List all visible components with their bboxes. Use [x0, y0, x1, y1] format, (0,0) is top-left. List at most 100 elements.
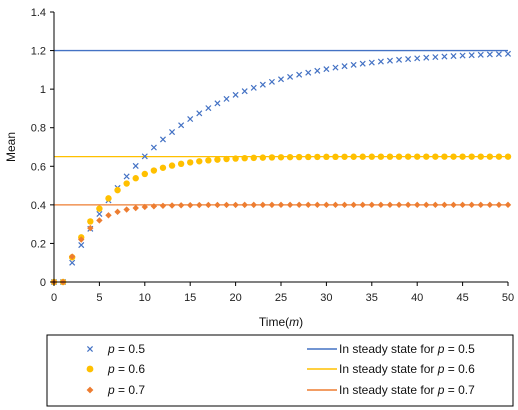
axes: [50, 11, 509, 286]
data-point: [396, 56, 403, 63]
data-point: [169, 129, 176, 136]
data-point: [159, 202, 167, 210]
x-tick-label: 10: [139, 292, 151, 304]
data-point: [214, 201, 221, 209]
data-point: [468, 201, 475, 209]
legend-marker-3: [86, 386, 94, 394]
data-point: [486, 153, 494, 160]
data-point: [350, 153, 357, 160]
data-point: [68, 253, 76, 260]
data-point: [459, 201, 466, 209]
data-point: [168, 202, 176, 209]
data-point: [296, 71, 303, 78]
data-point: [495, 201, 503, 209]
data-point: [504, 50, 512, 57]
data-point: [323, 153, 330, 161]
x-tick-label: 45: [456, 292, 468, 304]
data-point: [450, 53, 457, 60]
data-point: [132, 175, 139, 182]
data-point: [441, 153, 448, 160]
data-point: [350, 61, 357, 68]
data-point: [295, 153, 303, 161]
legend-label-2: p = 0.6: [107, 362, 145, 376]
y-tick-label: 1.4: [31, 7, 46, 19]
data-point: [377, 58, 384, 65]
data-point: [141, 203, 148, 211]
data-point: [78, 242, 85, 249]
data-point: [268, 78, 275, 85]
data-point: [504, 153, 512, 160]
data-point: [423, 153, 430, 160]
data-point: [305, 153, 312, 161]
series-2: [50, 153, 512, 286]
data-point: [341, 153, 348, 160]
x-tick-label: 40: [411, 292, 423, 304]
data-point: [141, 170, 148, 178]
data-point: [441, 201, 448, 209]
legend-steady-label-2: In steady state for p = 0.6: [339, 362, 475, 376]
data-point: [441, 53, 448, 60]
legend: p = 0.5 p = 0.6 p = 0.7 In steady state for…: [46, 334, 514, 407]
data-point: [432, 153, 439, 160]
data-point: [177, 202, 185, 209]
data-point: [250, 154, 257, 162]
data-point: [232, 201, 239, 209]
data-point: [350, 201, 357, 209]
legend-marker-2: [86, 365, 94, 373]
data-point: [423, 54, 430, 61]
data-point: [241, 154, 248, 162]
x-tick-label: 35: [366, 292, 378, 304]
x-tick-label: 5: [96, 292, 102, 304]
data-point: [395, 153, 403, 160]
data-point: [277, 154, 285, 161]
data-point: [341, 63, 348, 70]
data-point: [250, 84, 257, 91]
data-point: [223, 95, 230, 102]
x-tick-label: 20: [229, 292, 241, 304]
data-point: [404, 153, 412, 160]
data-point: [214, 100, 221, 107]
legend-label-1: p = 0.5: [107, 342, 145, 356]
data-point: [332, 153, 339, 161]
data-point: [477, 51, 484, 58]
data-point: [268, 201, 276, 209]
data-point: [423, 201, 430, 209]
data-point: [268, 154, 276, 161]
data-point: [414, 55, 421, 62]
y-tick-label: 1.2: [31, 46, 46, 58]
data-point: [187, 159, 194, 166]
data-point: [286, 201, 294, 209]
data-point: [132, 162, 139, 169]
data-point: [404, 201, 412, 209]
data-point: [196, 201, 203, 209]
y-tick-label: 1: [40, 84, 46, 96]
data-point: [305, 69, 312, 76]
tick-labels: 0 0.2 0.4 0.6 0.8 1 1.2 1.4 0 5 10 15 20 25 30 35 40 45 50: [31, 7, 514, 304]
legend-steady-label-3: In steady state for p = 0.7: [339, 383, 475, 397]
data-point: [123, 173, 130, 180]
data-point: [432, 201, 439, 209]
data-point: [159, 164, 167, 171]
data-point: [277, 201, 285, 209]
legend-box: [46, 334, 514, 407]
legend-steady-label-1: In steady state for p = 0.5: [339, 342, 475, 356]
data-point: [96, 217, 103, 224]
data-point: [386, 201, 394, 209]
data-point: [323, 66, 330, 73]
data-point: [286, 153, 294, 161]
data-point: [159, 136, 166, 143]
data-point: [459, 153, 466, 160]
data-point: [386, 153, 394, 160]
legend-marker-1: [86, 345, 94, 353]
data-point: [150, 144, 157, 151]
data-point: [359, 60, 366, 67]
data-point: [78, 236, 85, 243]
data-point: [386, 57, 393, 64]
data-point: [241, 201, 248, 209]
data-point: [96, 205, 103, 212]
data-point: [377, 153, 385, 160]
data-point: [223, 201, 230, 209]
data-point: [232, 155, 239, 162]
data-point: [205, 105, 212, 112]
